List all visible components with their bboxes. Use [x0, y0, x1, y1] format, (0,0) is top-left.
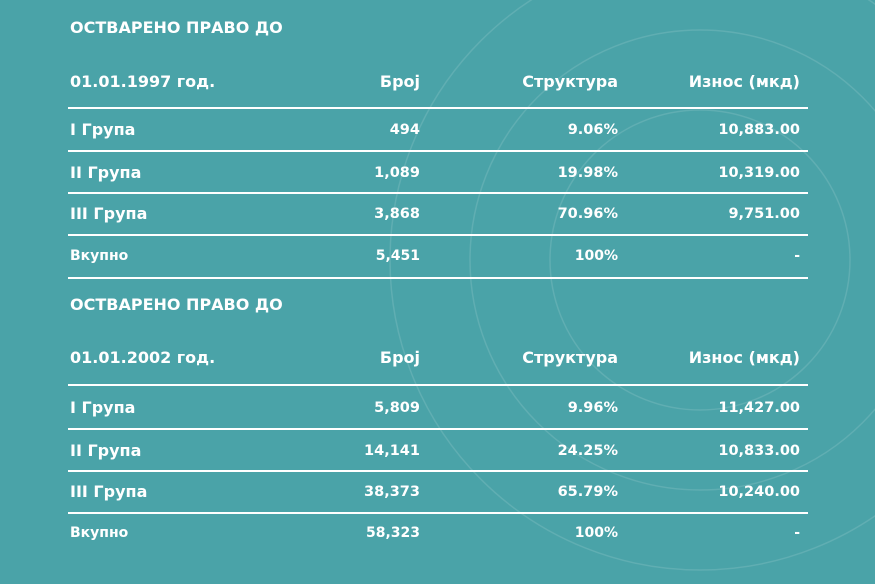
cell: 10,319.00: [718, 165, 800, 181]
cell: 100%: [574, 525, 618, 541]
cell: 11,427.00: [718, 400, 800, 416]
cell: 58,323: [365, 525, 420, 541]
cell: 10,833.00: [718, 443, 800, 459]
header-cell: 01.01.2002 год.: [70, 348, 216, 367]
cell: 65.79%: [557, 484, 618, 500]
divider: [68, 192, 808, 194]
cell: Вкупно: [70, 525, 129, 541]
divider: [68, 107, 808, 109]
cell: 5,809: [374, 400, 420, 416]
cell: 9.96%: [567, 400, 618, 416]
cell: 24.25%: [557, 443, 618, 459]
cell: -: [794, 525, 800, 541]
cell: II Група: [70, 441, 142, 460]
cell: 70.96%: [557, 206, 618, 222]
header-cell: 01.01.1997 год.: [70, 72, 216, 91]
header-cell: Број: [379, 348, 420, 367]
cell: 10,883.00: [718, 122, 800, 138]
cell: 1,089: [374, 165, 420, 181]
cell: III Група: [70, 482, 148, 501]
cell: I Група: [70, 120, 136, 139]
cell: 9,751.00: [728, 206, 800, 222]
cell: 5,451: [375, 248, 420, 264]
cell: -: [794, 248, 800, 264]
divider: [68, 234, 808, 236]
header-cell: Износ (мкд): [688, 348, 800, 367]
cell: III Група: [70, 204, 148, 223]
section-title: ОСТВАРЕНО ПРАВО ДО: [70, 18, 283, 37]
cell: Вкупно: [70, 248, 129, 264]
cell: 494: [389, 122, 420, 138]
cell: 10,240.00: [718, 484, 800, 500]
divider: [68, 150, 808, 152]
cell: II Група: [70, 163, 142, 182]
divider: [68, 277, 808, 279]
cell: 100%: [574, 248, 618, 264]
divider: [68, 428, 808, 430]
header-cell: Структура: [522, 348, 618, 367]
cell: 3,868: [374, 206, 420, 222]
cell: I Група: [70, 398, 136, 417]
cell: 14,141: [364, 443, 420, 459]
divider: [68, 384, 808, 386]
cell: 9.06%: [567, 122, 618, 138]
header-cell: Износ (мкд): [688, 72, 800, 91]
divider: [68, 512, 808, 514]
cell: 38,373: [364, 484, 420, 500]
header-cell: Структура: [522, 72, 618, 91]
header-cell: Број: [379, 72, 420, 91]
divider: [68, 470, 808, 472]
cell: 19.98%: [557, 165, 618, 181]
section-title: ОСТВАРЕНО ПРАВО ДО: [70, 295, 283, 314]
